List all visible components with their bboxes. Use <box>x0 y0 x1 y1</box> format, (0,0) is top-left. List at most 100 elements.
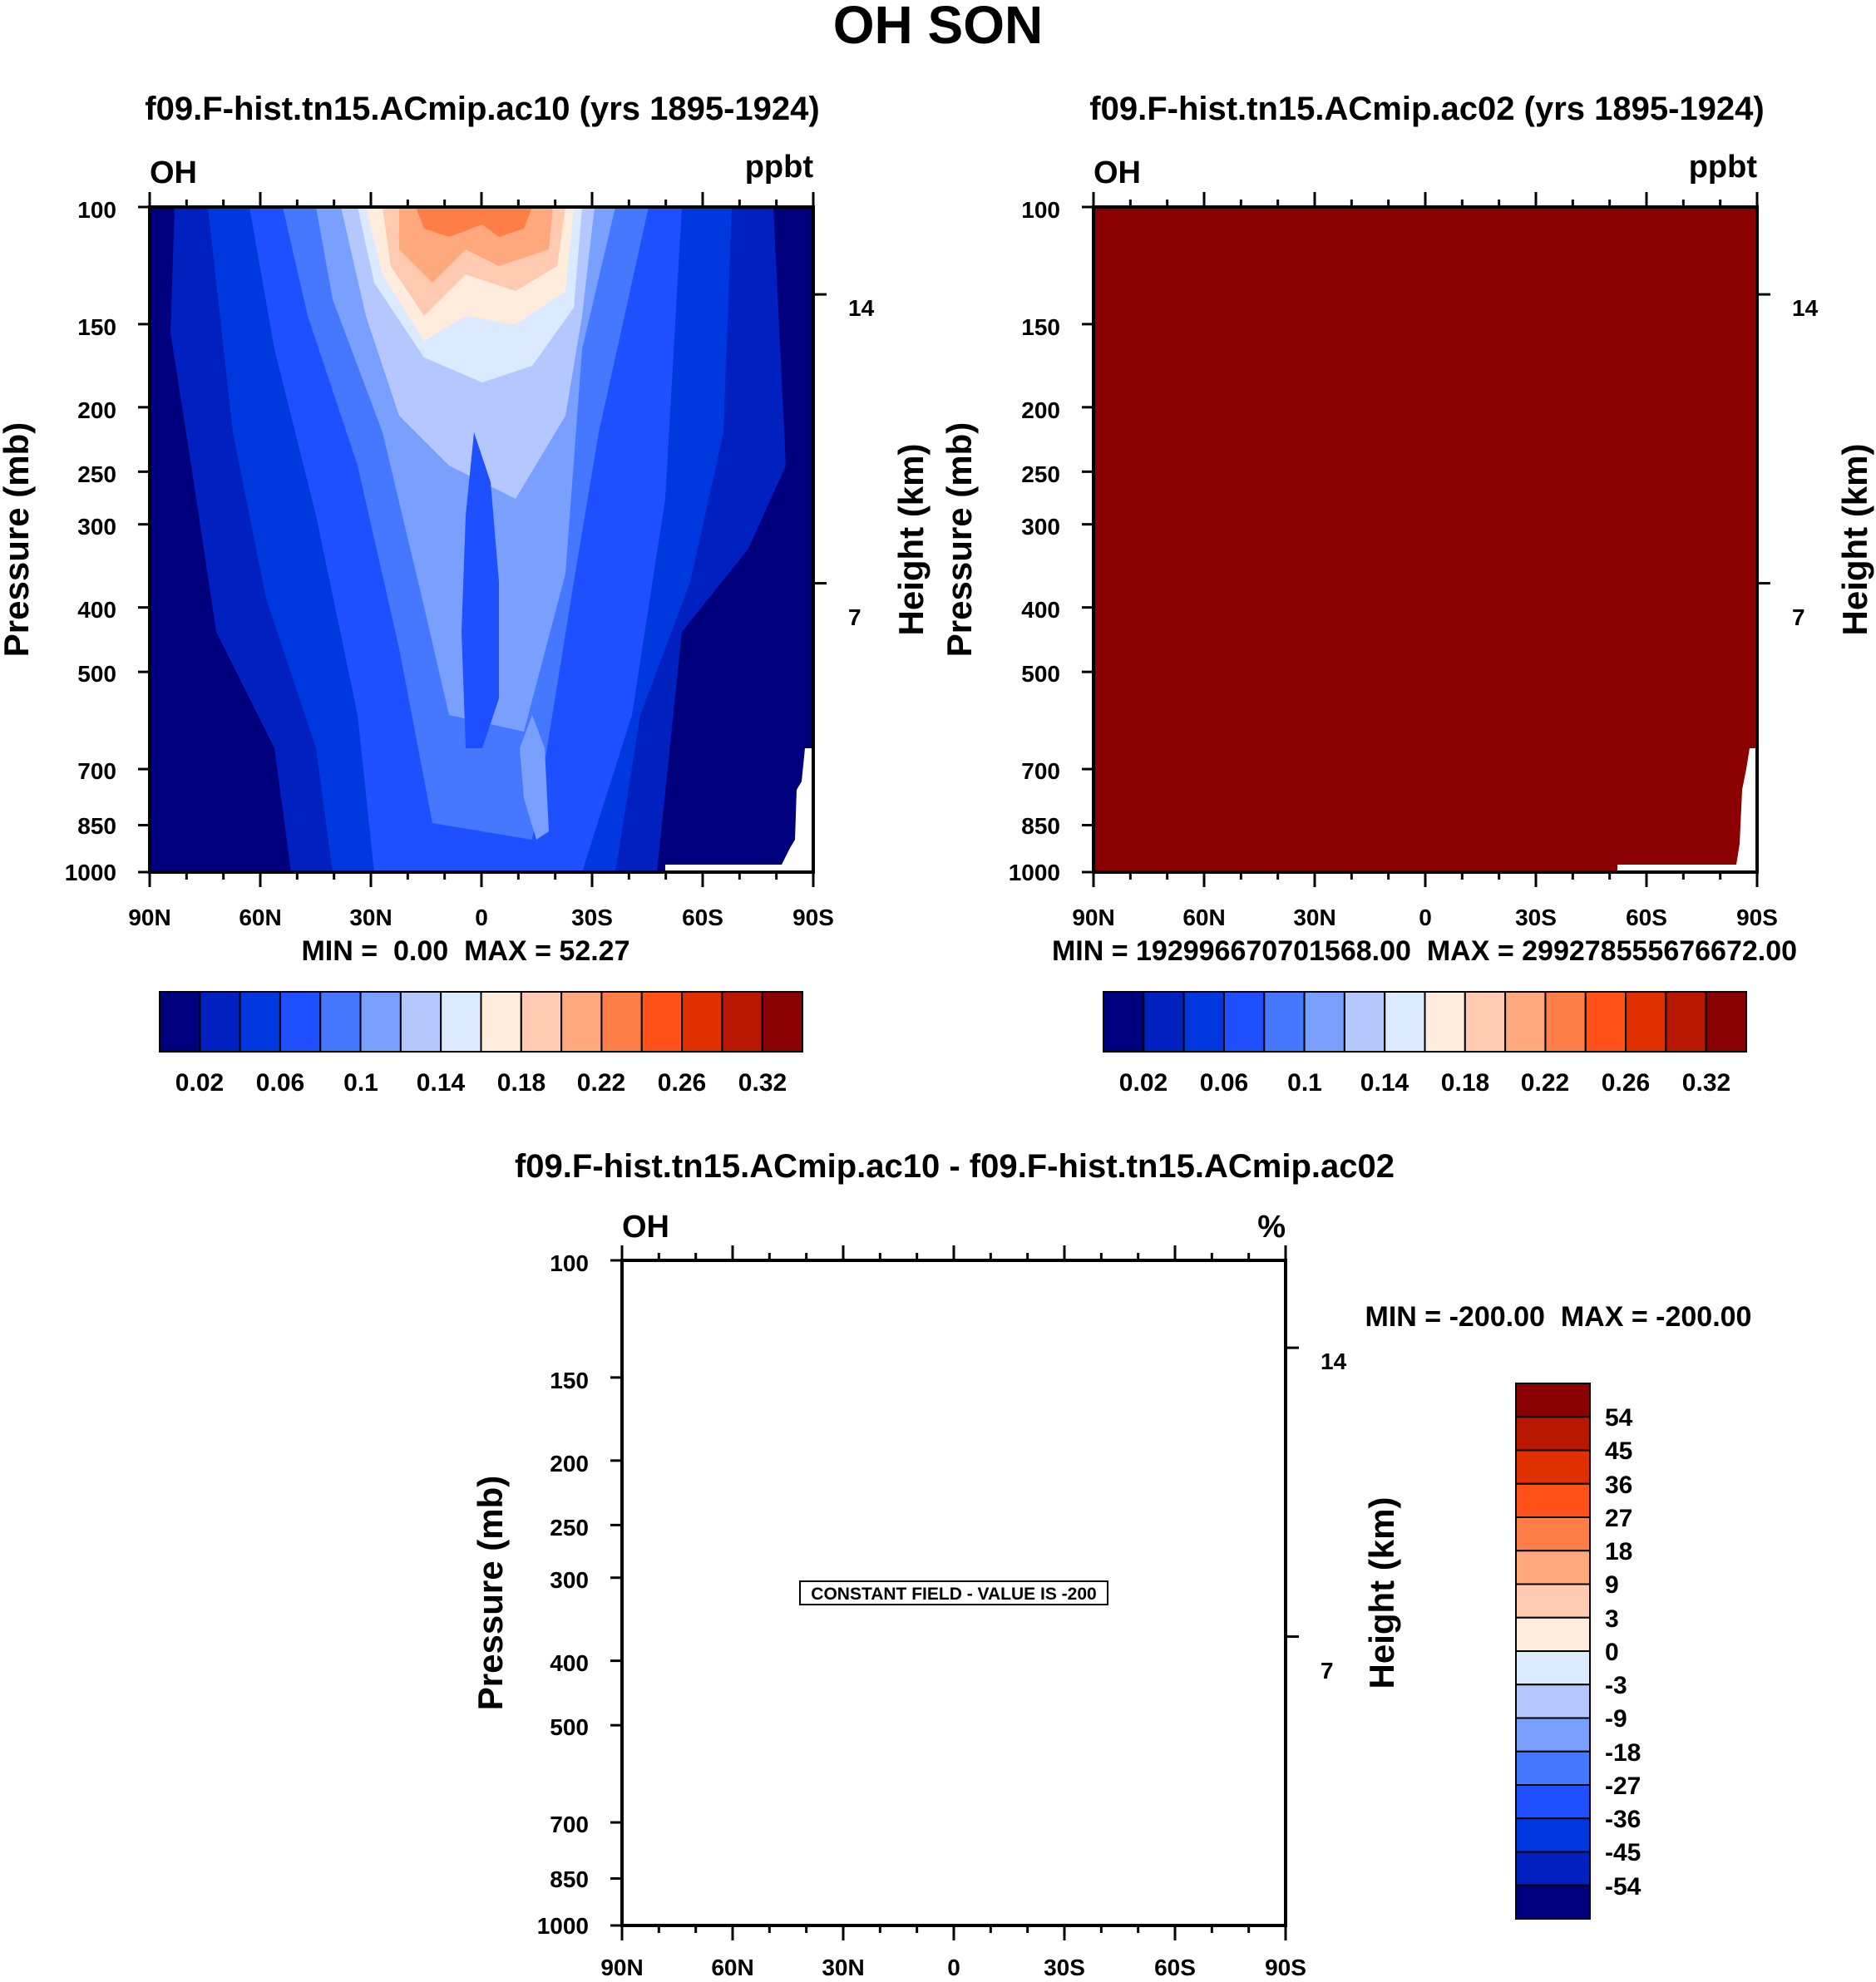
height-axis-label: Height (km) <box>891 444 931 636</box>
colorbar <box>1103 991 1747 1053</box>
x-tick-label: 90N <box>1072 905 1114 930</box>
x-tick-label: 60S <box>682 905 723 930</box>
colorbar-label: -45 <box>1605 1839 1641 1866</box>
colorbar <box>1515 1383 1591 1920</box>
colorbar-swatch <box>1143 991 1185 1053</box>
x-tick-label: 90N <box>600 1955 643 1980</box>
colorbar-swatch <box>1515 1784 1591 1820</box>
y-tick-label: 200 <box>1021 397 1060 423</box>
y-tick-label: 400 <box>550 1650 589 1676</box>
axis-ticks <box>138 192 827 887</box>
colorbar-swatch <box>1504 991 1547 1053</box>
colorbar-label: 0.06 <box>256 1069 304 1097</box>
colorbar-swatch <box>1625 991 1667 1053</box>
missing-data-region <box>1617 748 1757 872</box>
colorbar-swatch <box>440 991 482 1053</box>
colorbar-swatch <box>1384 991 1426 1053</box>
colorbar-swatch <box>1584 991 1627 1053</box>
colorbar-swatch <box>399 991 442 1053</box>
colorbar-swatch <box>1515 1817 1591 1853</box>
colorbar-swatch <box>1544 991 1587 1053</box>
colorbar-swatch <box>560 991 603 1053</box>
min-value: 192996670701568.00 <box>1136 935 1411 967</box>
constant-field-box <box>799 1580 1108 1605</box>
colorbar-swatch <box>1515 1416 1591 1452</box>
height-tick-label: 7 <box>1321 1658 1334 1684</box>
y-tick-label: 100 <box>77 197 116 223</box>
page-title: OH SON <box>833 0 1043 55</box>
units-label: % <box>1257 1210 1286 1245</box>
contour-field <box>150 207 813 872</box>
colorbar-label: 0.14 <box>1360 1069 1409 1097</box>
height-tick-labels: 14 7 <box>1321 1348 1347 1684</box>
colorbar-swatch <box>359 991 402 1053</box>
min-max-label: MIN = 192996670701568.00 MAX = 299278555… <box>1052 935 1797 967</box>
x-tick-labels: 90N 60N 30N 0 30S 60S 90S <box>128 905 834 930</box>
colorbar-swatch <box>1515 1482 1591 1518</box>
colorbar-label: 0.02 <box>175 1069 224 1097</box>
colorbar-label: -3 <box>1605 1672 1627 1699</box>
y-tick-label: 500 <box>550 1714 589 1740</box>
y-tick-label: 300 <box>550 1567 589 1593</box>
colorbar-swatch <box>239 991 281 1053</box>
colorbar-label: 9 <box>1605 1571 1619 1599</box>
y-tick-label: 200 <box>77 397 116 423</box>
colorbar-swatch <box>1263 991 1306 1053</box>
x-tick-label: 90S <box>1736 905 1778 930</box>
colorbar-swatch <box>1515 1516 1591 1552</box>
colorbar-swatch <box>721 991 763 1053</box>
colorbar-swatch <box>1515 1650 1591 1686</box>
colorbar-swatch <box>640 991 684 1053</box>
colorbar-label: 0.18 <box>1441 1069 1489 1097</box>
colorbar-labels: 0.02 0.06 0.1 0.14 0.18 0.22 0.26 0.32 <box>1119 1069 1730 1097</box>
height-tick-labels: 14 7 <box>848 295 875 630</box>
y-axis-label: Pressure (mb) <box>471 1476 510 1710</box>
y-tick-label: 1000 <box>537 1913 589 1939</box>
colorbar-label: -27 <box>1605 1772 1641 1800</box>
colorbar-swatch <box>1515 1717 1591 1753</box>
colorbar-swatch <box>319 991 362 1053</box>
y-tick-label: 250 <box>77 461 116 487</box>
colorbar-swatch <box>1515 1750 1591 1786</box>
x-tick-label: 30N <box>349 905 392 930</box>
colorbar-label: 0.1 <box>343 1069 378 1097</box>
y-tick-label: 850 <box>1021 813 1060 839</box>
axis-ticks <box>1082 192 1770 887</box>
inner-light-column <box>520 715 549 840</box>
units-label: ppbt <box>1689 150 1758 185</box>
colorbar-swatch <box>1515 1616 1591 1652</box>
y-tick-labels: 100 150 200 250 300 400 500 700 850 1000 <box>1009 197 1060 885</box>
colorbar-label: 27 <box>1605 1505 1632 1532</box>
height-tick-label: 14 <box>848 295 875 321</box>
variable-label: OH <box>1094 155 1141 190</box>
x-tick-label: 0 <box>475 905 488 930</box>
y-tick-label: 300 <box>77 514 116 540</box>
colorbar-swatch <box>600 991 643 1053</box>
colorbar-swatch <box>1303 991 1345 1053</box>
y-tick-label: 100 <box>550 1250 589 1276</box>
colorbar-swatch <box>761 991 803 1053</box>
colorbar-label: 0.22 <box>1521 1069 1569 1097</box>
colorbar-swatch <box>199 991 241 1053</box>
colorbar-label: 0.32 <box>1682 1069 1730 1097</box>
min-label: MIN = <box>1365 1301 1442 1333</box>
x-tick-labels: 90N 60N 30N 0 30S 60S 90S <box>1072 905 1778 930</box>
colorbar-swatch <box>1515 1383 1591 1418</box>
colorbar-label: 3 <box>1605 1605 1619 1633</box>
variable-label: OH <box>150 155 197 190</box>
min-max-label: MIN = -200.00 MAX = -200.00 <box>1365 1301 1752 1333</box>
colorbar-label: -54 <box>1605 1873 1642 1901</box>
solid-field <box>1094 207 1757 872</box>
y-tick-label: 400 <box>1021 597 1060 623</box>
panel-ac02: f09.F-hist.tn15.ACmip.ac02 (yrs 1895-192… <box>940 91 1874 1097</box>
colorbar-swatch <box>1515 1684 1591 1719</box>
min-value: 0.00 <box>393 935 448 967</box>
colorbar-swatch <box>1515 1884 1591 1920</box>
x-tick-label: 0 <box>947 1955 960 1980</box>
height-tick-labels: 14 7 <box>1792 295 1819 630</box>
colorbar-swatch <box>1515 1449 1591 1485</box>
colorbar-label: -18 <box>1605 1739 1641 1767</box>
y-tick-label: 300 <box>1021 514 1060 540</box>
max-label: MAX = <box>1427 935 1514 967</box>
y-tick-label: 1000 <box>65 860 116 885</box>
